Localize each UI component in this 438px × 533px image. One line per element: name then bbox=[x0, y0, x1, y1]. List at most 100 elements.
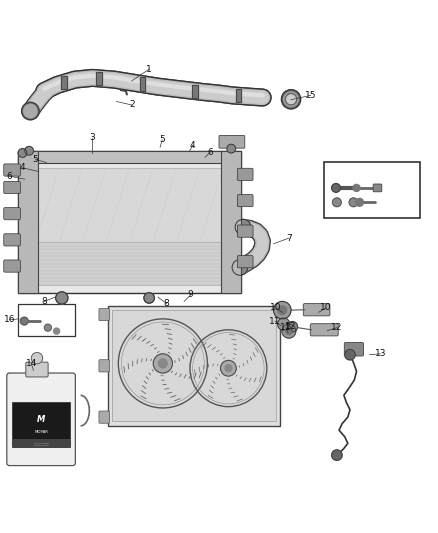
Circle shape bbox=[31, 352, 42, 364]
Circle shape bbox=[284, 92, 298, 107]
Bar bbox=[61, 76, 67, 89]
FancyBboxPatch shape bbox=[344, 343, 364, 356]
FancyBboxPatch shape bbox=[303, 304, 330, 316]
Circle shape bbox=[56, 292, 68, 304]
Text: 4: 4 bbox=[190, 141, 196, 150]
Bar bbox=[192, 85, 198, 99]
FancyBboxPatch shape bbox=[219, 135, 245, 148]
Text: 5: 5 bbox=[159, 135, 165, 144]
FancyBboxPatch shape bbox=[4, 260, 20, 272]
Bar bbox=[236, 89, 241, 102]
Circle shape bbox=[345, 350, 355, 360]
Text: 6: 6 bbox=[7, 172, 12, 181]
FancyBboxPatch shape bbox=[7, 373, 75, 466]
Text: 6: 6 bbox=[207, 148, 213, 157]
FancyBboxPatch shape bbox=[221, 151, 241, 293]
Circle shape bbox=[227, 144, 236, 153]
FancyBboxPatch shape bbox=[12, 402, 70, 447]
FancyBboxPatch shape bbox=[12, 439, 70, 447]
FancyBboxPatch shape bbox=[4, 181, 20, 193]
Circle shape bbox=[232, 260, 248, 275]
FancyBboxPatch shape bbox=[310, 324, 338, 336]
Circle shape bbox=[20, 317, 28, 325]
FancyBboxPatch shape bbox=[4, 207, 20, 220]
Bar bbox=[96, 72, 102, 85]
Text: 10: 10 bbox=[320, 303, 332, 312]
Text: 15: 15 bbox=[305, 91, 316, 100]
Circle shape bbox=[332, 183, 340, 192]
Circle shape bbox=[144, 293, 154, 303]
Text: 9: 9 bbox=[188, 290, 194, 300]
FancyBboxPatch shape bbox=[108, 306, 280, 426]
Text: MOPAR: MOPAR bbox=[34, 431, 48, 434]
FancyBboxPatch shape bbox=[99, 411, 110, 423]
Circle shape bbox=[356, 198, 364, 206]
FancyBboxPatch shape bbox=[99, 309, 110, 321]
FancyBboxPatch shape bbox=[237, 256, 253, 268]
Circle shape bbox=[287, 95, 295, 103]
Circle shape bbox=[53, 328, 60, 334]
Text: 8: 8 bbox=[42, 297, 47, 306]
Circle shape bbox=[287, 321, 297, 332]
FancyBboxPatch shape bbox=[18, 151, 241, 293]
Circle shape bbox=[286, 328, 292, 335]
FancyBboxPatch shape bbox=[4, 164, 20, 176]
Text: 12: 12 bbox=[284, 322, 296, 331]
Text: 11: 11 bbox=[280, 323, 292, 332]
FancyBboxPatch shape bbox=[18, 304, 75, 336]
Text: M: M bbox=[37, 415, 45, 424]
Circle shape bbox=[332, 198, 341, 207]
Text: ─────────: ───────── bbox=[34, 443, 48, 448]
Circle shape bbox=[21, 102, 39, 120]
Circle shape bbox=[282, 324, 296, 338]
Circle shape bbox=[353, 184, 360, 191]
FancyBboxPatch shape bbox=[237, 195, 253, 207]
Circle shape bbox=[159, 359, 167, 368]
Bar bbox=[192, 85, 198, 99]
Text: 2: 2 bbox=[129, 100, 134, 109]
Circle shape bbox=[153, 354, 173, 373]
Text: 16: 16 bbox=[4, 315, 15, 324]
Text: 14: 14 bbox=[25, 359, 37, 368]
Circle shape bbox=[349, 198, 358, 207]
Bar bbox=[140, 77, 145, 91]
FancyBboxPatch shape bbox=[35, 168, 223, 243]
Circle shape bbox=[274, 302, 291, 319]
FancyBboxPatch shape bbox=[4, 234, 20, 246]
FancyBboxPatch shape bbox=[324, 161, 420, 219]
FancyBboxPatch shape bbox=[237, 225, 253, 237]
Circle shape bbox=[278, 318, 290, 330]
FancyBboxPatch shape bbox=[112, 310, 276, 422]
FancyBboxPatch shape bbox=[99, 360, 110, 372]
FancyBboxPatch shape bbox=[373, 184, 382, 192]
Circle shape bbox=[235, 220, 251, 235]
Text: 10: 10 bbox=[270, 303, 282, 312]
Text: 11: 11 bbox=[269, 317, 281, 326]
Bar bbox=[96, 72, 102, 85]
FancyBboxPatch shape bbox=[237, 168, 253, 181]
Circle shape bbox=[225, 365, 232, 372]
Text: 13: 13 bbox=[375, 349, 386, 358]
Circle shape bbox=[25, 147, 33, 155]
FancyBboxPatch shape bbox=[18, 151, 241, 163]
Text: 4: 4 bbox=[20, 163, 25, 172]
Circle shape bbox=[278, 306, 287, 314]
Circle shape bbox=[44, 324, 51, 331]
Circle shape bbox=[24, 104, 37, 118]
Text: 1: 1 bbox=[146, 64, 152, 74]
Bar bbox=[61, 76, 67, 89]
Bar bbox=[236, 89, 241, 102]
FancyBboxPatch shape bbox=[35, 243, 223, 285]
Text: ─────────: ───────── bbox=[34, 442, 48, 446]
Text: 8: 8 bbox=[164, 299, 170, 308]
Text: 3: 3 bbox=[89, 133, 95, 142]
Text: 5: 5 bbox=[33, 155, 39, 164]
Circle shape bbox=[282, 90, 300, 109]
Text: 12: 12 bbox=[331, 323, 343, 332]
FancyBboxPatch shape bbox=[26, 362, 48, 377]
Circle shape bbox=[332, 450, 342, 461]
FancyBboxPatch shape bbox=[18, 151, 38, 293]
Circle shape bbox=[18, 149, 27, 157]
Bar bbox=[140, 77, 145, 91]
Text: 7: 7 bbox=[286, 233, 292, 243]
